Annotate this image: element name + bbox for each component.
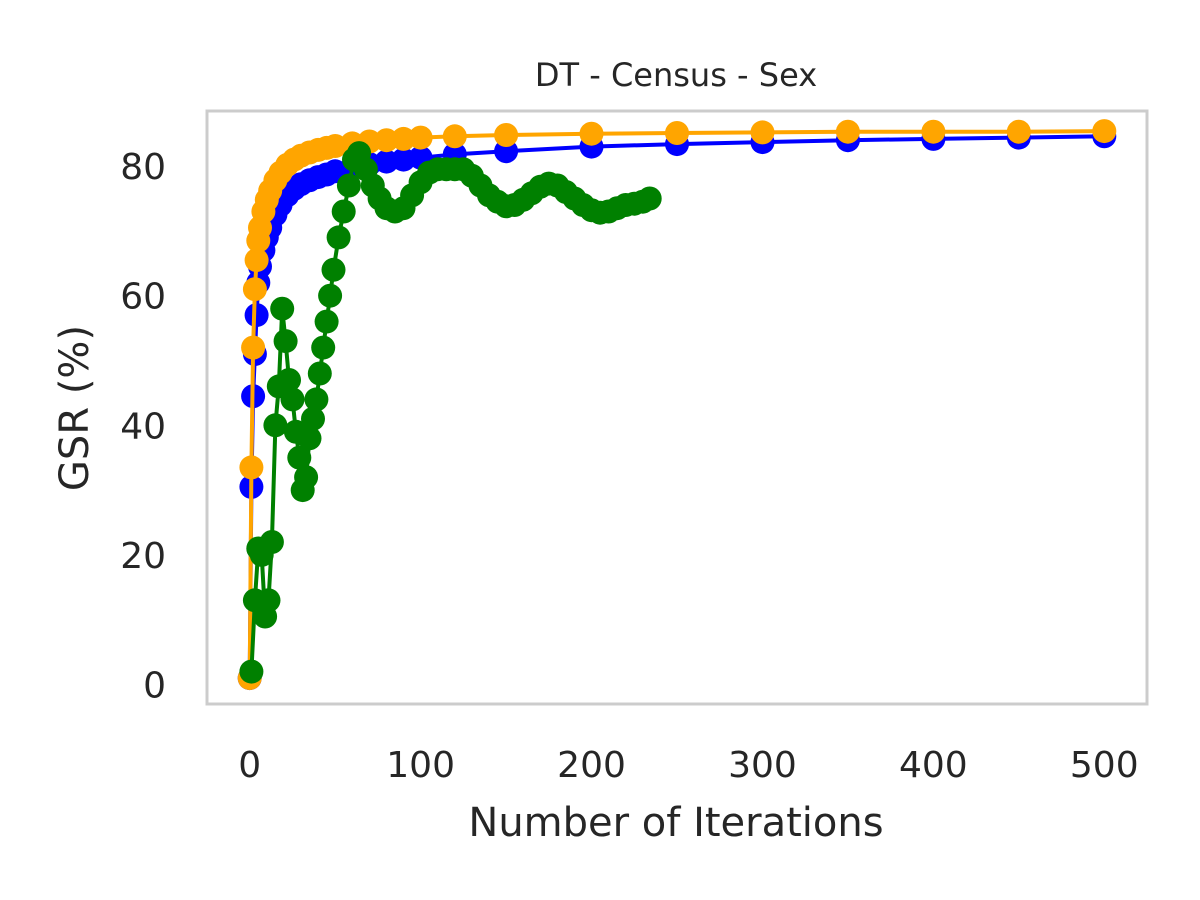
data-point bbox=[921, 119, 946, 144]
x-tick-label: 400 bbox=[899, 745, 968, 786]
y-axis: 0 20 40 60 80 bbox=[120, 147, 166, 706]
data-point bbox=[391, 126, 416, 151]
y-tick-label: 0 bbox=[143, 666, 166, 707]
x-tick-label: 200 bbox=[557, 745, 626, 786]
series-layer bbox=[237, 119, 1117, 691]
data-point bbox=[408, 125, 433, 150]
data-point bbox=[835, 119, 860, 144]
y-tick-label: 40 bbox=[120, 406, 166, 447]
data-point bbox=[304, 387, 329, 412]
y-tick-label: 20 bbox=[120, 536, 166, 577]
x-axis: 0 100 200 300 400 500 bbox=[238, 745, 1138, 786]
data-point bbox=[273, 329, 298, 354]
x-tick-label: 500 bbox=[1070, 745, 1139, 786]
y-tick-label: 60 bbox=[120, 277, 166, 318]
plot-area bbox=[205, 109, 1149, 706]
y-tick-label: 80 bbox=[120, 147, 166, 188]
data-point bbox=[442, 124, 467, 149]
data-point bbox=[1092, 119, 1117, 144]
data-point bbox=[270, 296, 295, 321]
data-point bbox=[314, 309, 339, 334]
data-point bbox=[301, 406, 325, 431]
data-point bbox=[307, 361, 332, 386]
series-1 bbox=[237, 124, 1117, 691]
series-line bbox=[247, 134, 1105, 679]
x-axis-label: Number of Iterations bbox=[468, 800, 883, 846]
y-axis-label: GSR (%) bbox=[52, 325, 98, 491]
data-point bbox=[259, 530, 284, 554]
data-point bbox=[494, 123, 519, 147]
data-point bbox=[331, 199, 356, 224]
data-point bbox=[294, 465, 319, 490]
series-3 bbox=[239, 141, 662, 684]
data-point bbox=[287, 445, 312, 470]
data-point bbox=[311, 335, 336, 360]
chart-title: DT - Census - Sex bbox=[535, 56, 817, 94]
data-point bbox=[280, 387, 305, 412]
data-point bbox=[256, 588, 281, 613]
data-point bbox=[326, 225, 351, 250]
data-point bbox=[1006, 119, 1031, 144]
data-point bbox=[244, 303, 269, 328]
x-tick-label: 0 bbox=[238, 745, 261, 786]
data-point bbox=[318, 283, 343, 308]
data-point bbox=[579, 121, 604, 146]
data-point bbox=[239, 455, 264, 480]
data-point bbox=[277, 368, 301, 392]
x-tick-label: 100 bbox=[386, 745, 455, 786]
data-point bbox=[263, 413, 288, 438]
x-tick-label: 300 bbox=[728, 745, 797, 786]
data-point bbox=[239, 659, 264, 684]
data-point bbox=[297, 426, 322, 451]
data-point bbox=[336, 173, 361, 198]
data-point bbox=[637, 186, 662, 211]
data-point bbox=[665, 121, 689, 145]
data-point bbox=[242, 277, 267, 302]
data-point bbox=[244, 248, 269, 273]
data-point bbox=[241, 335, 266, 360]
data-point bbox=[321, 257, 346, 282]
data-point bbox=[750, 120, 775, 145]
